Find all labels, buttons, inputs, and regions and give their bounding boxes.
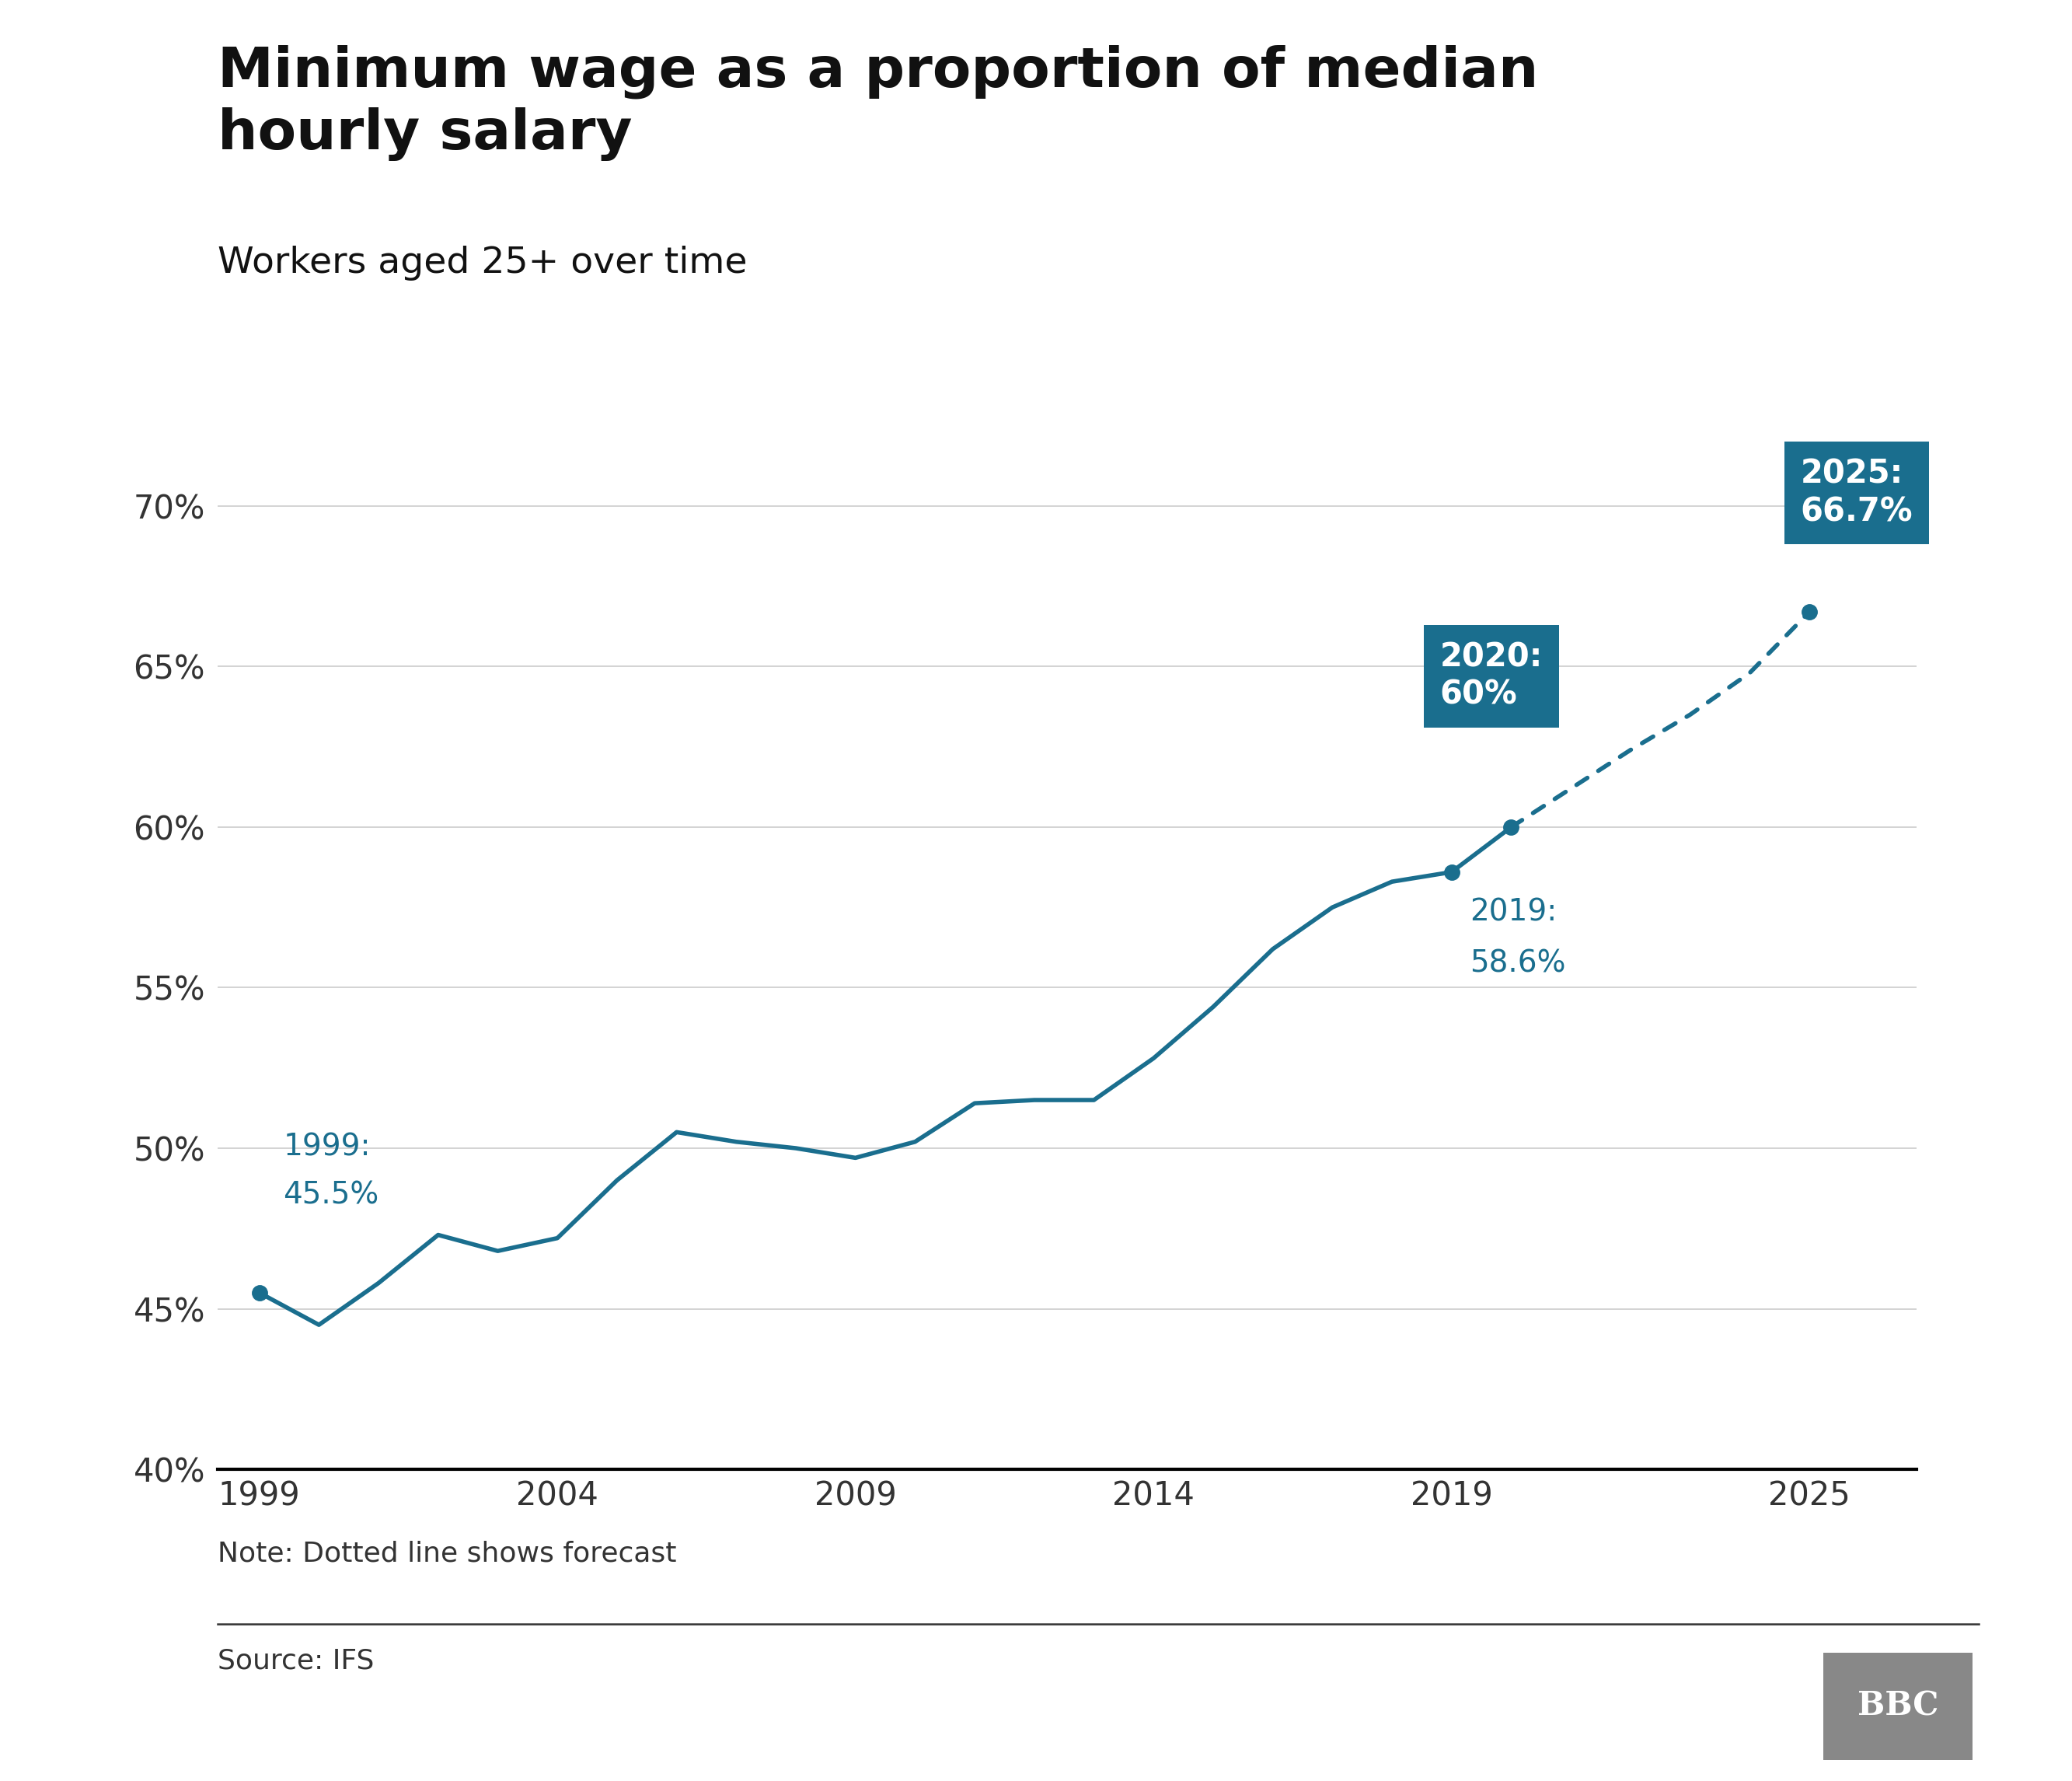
- Text: BBC: BBC: [1857, 1690, 1939, 1722]
- Text: 1999:: 1999:: [284, 1133, 371, 1161]
- Text: 58.6%: 58.6%: [1469, 949, 1566, 978]
- Text: Workers aged 25+ over time: Workers aged 25+ over time: [218, 246, 748, 281]
- Text: Note: Dotted line shows forecast: Note: Dotted line shows forecast: [218, 1541, 675, 1567]
- Text: Source: IFS: Source: IFS: [218, 1647, 375, 1674]
- Text: 45.5%: 45.5%: [284, 1181, 379, 1209]
- Text: 2020:
60%: 2020: 60%: [1440, 641, 1542, 711]
- Text: Minimum wage as a proportion of median
hourly salary: Minimum wage as a proportion of median h…: [218, 45, 1537, 160]
- Text: 2025:
66.7%: 2025: 66.7%: [1801, 458, 1912, 529]
- Text: 2019:: 2019:: [1469, 898, 1556, 928]
